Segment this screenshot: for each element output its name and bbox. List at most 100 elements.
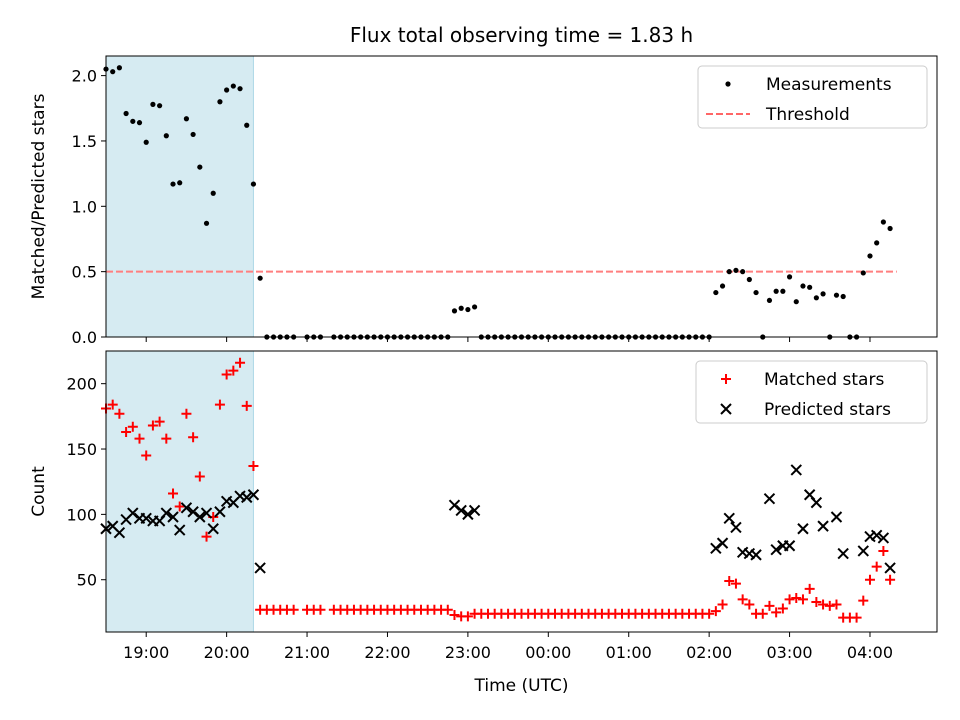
data-point: [851, 612, 862, 623]
legend-marker: [720, 403, 732, 415]
data-point: [884, 562, 896, 574]
x-tick-label: 01:00: [606, 643, 652, 662]
data-point: [797, 523, 809, 535]
data-point: [241, 400, 252, 411]
data-point: [257, 275, 263, 281]
y-tick-label: 2.0: [72, 67, 97, 86]
x-tick-label: 19:00: [123, 643, 169, 662]
data-point: [764, 600, 775, 611]
data-point: [107, 399, 118, 410]
data-point: [449, 610, 460, 621]
data-point: [468, 504, 481, 517]
data-point: [174, 501, 185, 512]
data-point: [230, 83, 236, 89]
data-point: [716, 537, 729, 549]
axes-frame: [105, 55, 938, 338]
y-tick-label: 100: [66, 505, 97, 524]
data-point: [224, 87, 230, 93]
data-point: [726, 269, 732, 275]
data-point: [174, 524, 186, 536]
data-point: [150, 101, 156, 107]
data-point: [713, 289, 719, 296]
observing-span-shading: [105, 55, 254, 338]
data-point: [837, 547, 849, 560]
y-tick-label: 200: [66, 375, 97, 394]
data-point: [719, 283, 726, 289]
data-point: [710, 542, 722, 555]
data-point: [201, 531, 212, 542]
x-tick-label: 22:00: [364, 643, 410, 662]
data-point: [833, 292, 840, 298]
x-tick-label: 00:00: [525, 643, 571, 662]
data-point: [717, 599, 728, 610]
data-point: [733, 267, 739, 273]
data-point: [241, 491, 253, 504]
data-point: [180, 502, 193, 514]
data-point: [887, 225, 893, 232]
data-point: [154, 416, 165, 427]
data-point: [254, 562, 266, 574]
legend-label: Predicted stars: [764, 400, 891, 420]
data-point: [110, 69, 116, 75]
data-point: [114, 408, 125, 419]
x-tick-label: 04:00: [847, 643, 893, 662]
data-point: [737, 594, 748, 605]
legend-label: Measurements: [766, 75, 892, 95]
data-point: [840, 293, 846, 300]
data-point: [710, 606, 721, 617]
data-point: [127, 507, 139, 519]
x-tick-label: 23:00: [445, 643, 491, 662]
data-point: [188, 432, 199, 443]
data-point: [458, 305, 464, 311]
data-point: [858, 595, 869, 606]
data-point: [773, 288, 779, 294]
data-point: [867, 253, 873, 259]
data-point: [127, 421, 138, 432]
observing-span-shading: [105, 350, 254, 633]
data-point: [161, 433, 172, 444]
data-point: [724, 576, 735, 587]
data-point: [315, 604, 326, 615]
y-tick-label: 1.5: [72, 132, 97, 151]
data-point: [451, 308, 458, 314]
data-point: [820, 291, 826, 297]
data-point: [160, 507, 173, 519]
data-point: [113, 526, 126, 539]
legend-label: Matched stars: [764, 370, 884, 390]
chart-title: Flux total observing time = 1.83 h: [350, 23, 693, 47]
data-point: [784, 594, 795, 605]
data-point: [247, 489, 260, 501]
data-point: [250, 181, 257, 187]
data-point: [471, 304, 478, 310]
data-point: [878, 545, 889, 556]
data-point: [116, 65, 123, 71]
data-point: [228, 365, 239, 376]
data-point: [462, 611, 473, 622]
data-point: [210, 190, 216, 196]
data-point: [830, 511, 843, 523]
data-point: [197, 164, 203, 170]
y-tick-label: 50: [77, 571, 97, 590]
data-point: [807, 284, 813, 290]
data-point: [810, 496, 823, 509]
data-point: [221, 369, 232, 380]
data-point: [203, 220, 210, 226]
data-point: [217, 99, 223, 105]
data-point: [750, 549, 762, 561]
data-point: [793, 299, 799, 305]
data-point: [753, 289, 759, 296]
data-point: [870, 529, 883, 541]
data-point: [790, 464, 802, 476]
data-point: [871, 561, 882, 572]
data-point: [723, 512, 735, 525]
data-point: [288, 604, 299, 615]
data-point: [730, 521, 742, 534]
data-point: [874, 240, 880, 246]
data-point: [763, 492, 776, 505]
data-point: [448, 499, 461, 511]
data-point: [244, 122, 250, 128]
data-point: [130, 118, 136, 124]
data-point: [140, 512, 152, 525]
data-point: [811, 596, 822, 607]
